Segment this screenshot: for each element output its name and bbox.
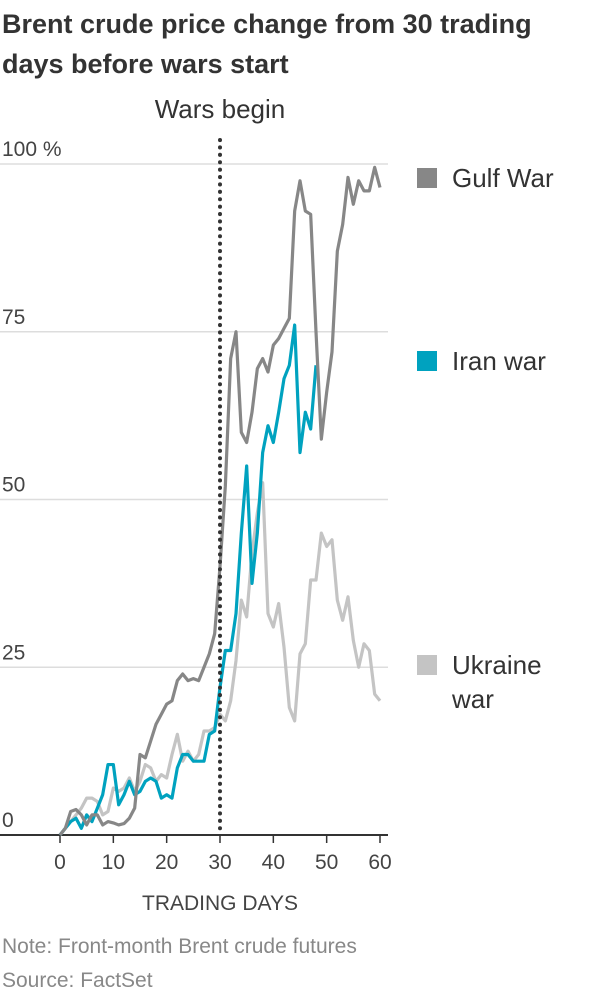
chart-notes: Note: Front-month Brent crude futures So… [2, 930, 357, 998]
x-tick-label: 10 [102, 851, 125, 874]
y-tick-label: 25 [2, 641, 25, 664]
legend-label-iran: Iran war [452, 346, 546, 376]
y-tick-label: 50 [2, 474, 25, 497]
x-axis-label: TRADING DAYS [142, 892, 298, 915]
legend-label-ukraine: war [451, 684, 494, 714]
y-tick-label: 75 [2, 306, 25, 329]
wars-begin-label: Wars begin [155, 94, 286, 124]
x-tick-label: 20 [155, 851, 178, 874]
chart-title: Brent crude price change from 30 trading… [2, 9, 532, 79]
x-tick-label: 60 [368, 851, 391, 874]
legend-label-gulf: Gulf War [452, 163, 554, 193]
legend-label-ukraine: Ukraine [452, 650, 542, 680]
y-tick-label: 100 % [2, 138, 62, 161]
series-line-iran-war [58, 323, 318, 836]
x-tick-label: 0 [54, 851, 66, 874]
legend-swatch-gulf [417, 168, 437, 188]
legend-swatch-ukraine [417, 655, 437, 675]
x-tick-label: 30 [208, 851, 231, 874]
y-tick-label: 0 [2, 809, 14, 832]
x-tick-label: 50 [315, 851, 338, 874]
series-line-gulf-war [58, 165, 382, 836]
x-tick-label: 40 [262, 851, 285, 874]
note-text: Note: Front-month Brent crude futures [2, 935, 357, 958]
series-line-ukraine-war [58, 481, 382, 836]
legend-swatch-iran [417, 351, 437, 371]
source-text: Source: FactSet [2, 969, 153, 992]
